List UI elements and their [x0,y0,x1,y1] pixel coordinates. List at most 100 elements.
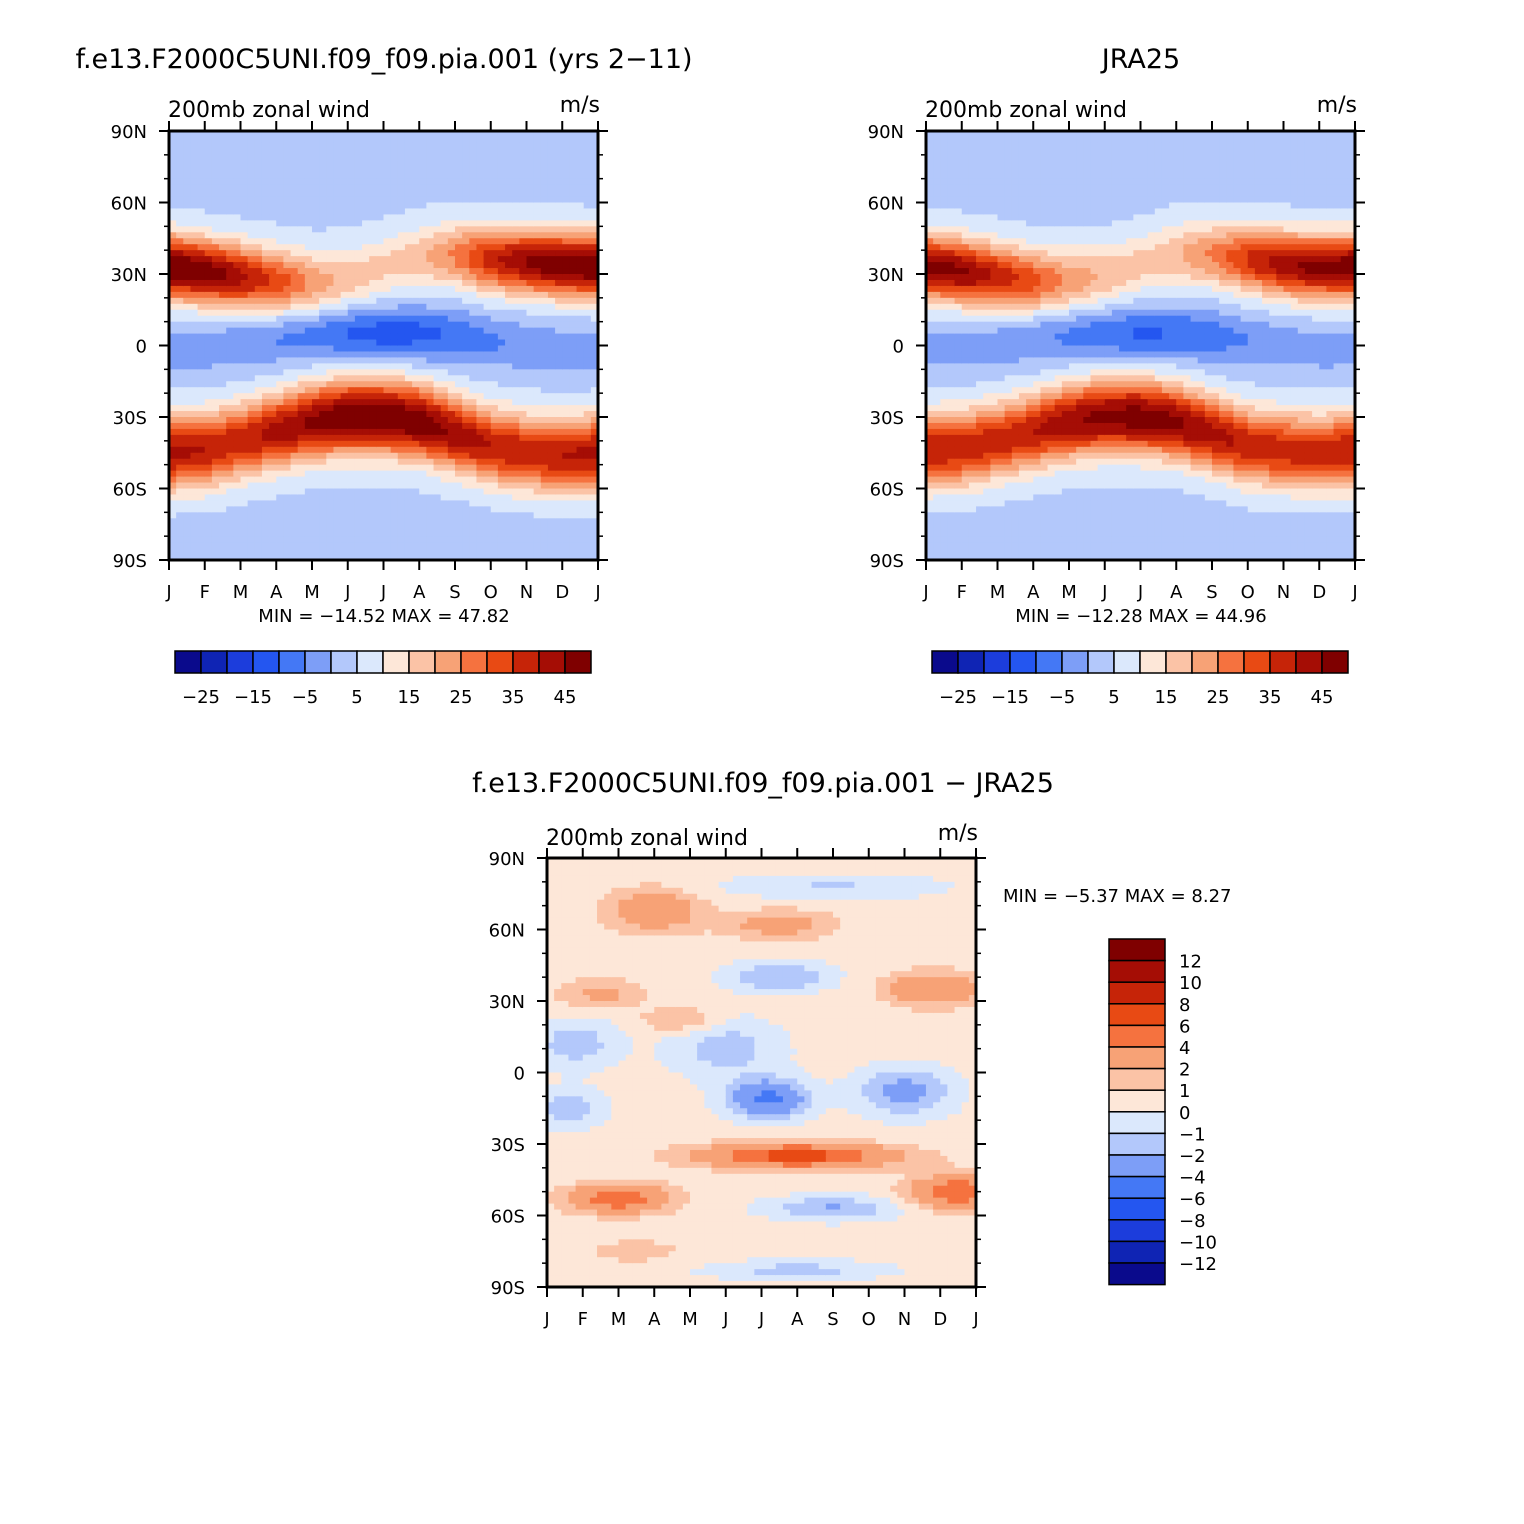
field-cell-p0 [204,452,213,460]
field-cell-p0 [555,196,563,204]
field-cell-p0 [505,297,513,305]
field-cell-p0 [190,297,199,305]
field-cell-p0 [204,309,213,317]
field-cell-p0 [240,166,249,174]
field-cell-p0 [261,524,270,531]
field-cell-p0 [362,232,370,239]
field-cell-p0 [362,190,370,198]
field-cell-p0 [290,196,299,204]
field-cell-p0 [176,506,184,513]
field-cell-p0 [340,166,349,174]
field-cell-p0 [390,220,399,227]
field-cell-p0 [512,142,520,150]
field-cell-p0 [476,440,485,448]
field-cell-p0 [183,428,192,436]
field-cell-p0 [254,417,263,424]
field-cell-p1 [926,244,934,251]
field-cell-p0 [519,554,528,561]
field-cell-p0 [376,303,385,311]
field-cell-p1 [961,524,970,531]
field-cell-p0 [190,250,199,257]
field-cell-p0 [176,452,184,460]
field-cell-p0 [497,196,506,204]
field-cell-p0 [283,345,292,353]
field-cell-p0 [533,387,542,394]
field-cell-p0 [204,166,213,174]
field-cell-p0 [376,393,385,400]
field-cell-p0 [304,518,313,525]
field-cell-p0 [462,202,470,210]
field-cell-p0 [555,256,563,263]
field-cell-p1 [961,214,970,221]
field-cell-p1 [940,506,949,513]
field-cell-p0 [354,387,363,394]
field-cell-p0 [333,333,342,341]
field-cell-p1 [947,369,956,376]
field-cell-p0 [505,250,513,257]
field-cell-p0 [233,446,242,454]
field-cell-p0 [290,232,299,239]
field-cell-p0 [462,536,470,543]
field-cell-p0 [469,345,478,353]
field-cell-p0 [412,309,420,317]
field-cell-p0 [483,279,492,287]
field-cell-p1 [933,154,941,162]
field-cell-p0 [433,393,442,400]
field-cell-p1 [933,220,941,227]
field-cell-p0 [419,214,427,221]
field-cell-p0 [354,291,363,299]
field-cell-p0 [169,238,177,245]
field-cell-p0 [347,250,356,257]
field-cell-p0 [304,315,313,323]
field-cell-p0 [261,315,270,323]
field-cell-p0 [219,482,227,490]
field-cell-p0 [247,274,256,281]
field-cell-p0 [412,524,420,531]
field-cell-p0 [247,345,256,353]
field-cell-p0 [533,285,542,293]
field-cell-p0 [533,279,542,287]
field-cell-p0 [376,411,385,418]
field-cell-p0 [219,351,227,359]
field-cell-p0 [462,494,470,502]
field-cell-p0 [290,411,299,418]
field-cell-p0 [333,542,342,549]
field-cell-p0 [462,500,470,507]
field-cell-p0 [397,411,406,418]
field-cell-p0 [505,131,513,138]
field-cell-p0 [247,500,256,507]
field-cell-p0 [190,458,199,466]
field-cell-p0 [383,190,392,198]
field-cell-p0 [333,148,342,156]
field-cell-p0 [469,333,478,341]
field-cell-p0 [226,369,234,376]
field-cell-p0 [211,363,220,370]
field-cell-p1 [954,309,963,317]
field-cell-p0 [376,482,385,490]
field-cell-p0 [412,345,420,353]
field-cell-p0 [447,452,456,460]
field-cell-p0 [519,494,528,502]
field-cell-p0 [304,309,313,317]
field-cell-p0 [276,136,284,144]
field-cell-p0 [283,381,292,388]
field-cell-p0 [533,148,542,156]
field-cell-p0 [347,381,356,388]
field-cell-p0 [505,327,513,335]
field-cell-p0 [347,333,356,341]
field-cell-p0 [512,440,520,448]
field-cell-p1 [976,375,984,382]
field-cell-p0 [333,166,342,174]
field-cell-p0 [347,411,356,418]
field-cell-p0 [190,488,199,496]
field-cell-p0 [233,333,242,341]
field-cell-p0 [412,548,420,555]
field-cell-p0 [333,279,342,287]
field-cell-p0 [340,554,349,561]
field-cell-p0 [354,297,363,305]
field-cell-p0 [183,542,192,549]
field-cell-p0 [562,250,570,257]
field-cell-p0 [404,220,413,227]
field-cell-p0 [247,422,256,430]
field-cell-p0 [419,262,427,269]
